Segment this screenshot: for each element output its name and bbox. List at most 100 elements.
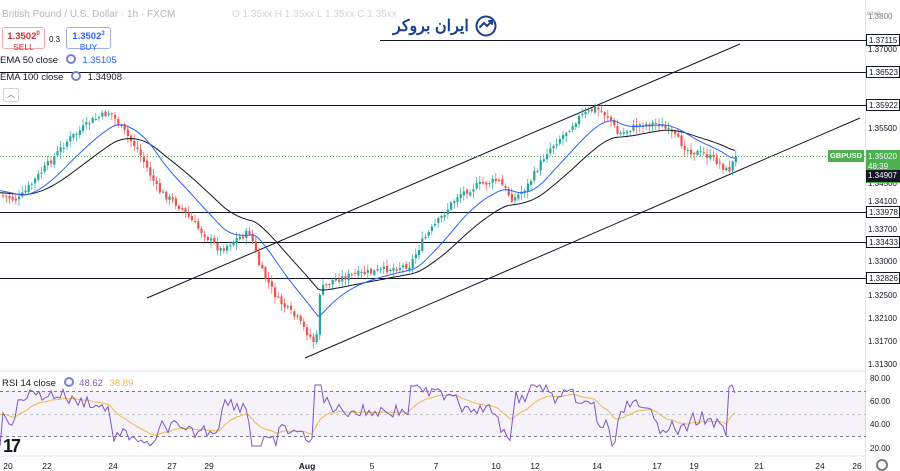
candle-body (283, 303, 286, 308)
candle-body (110, 113, 113, 115)
candle-body (568, 131, 571, 133)
candle-body (440, 215, 443, 219)
time-tick: 19 (689, 461, 699, 471)
candle-body (373, 270, 376, 275)
candle-body (472, 189, 475, 192)
candle-body (728, 167, 731, 172)
candle-body (264, 267, 267, 279)
buy-label: BUY (79, 42, 98, 53)
candle-body (517, 194, 520, 199)
candle-body (315, 333, 318, 343)
candle-body (488, 183, 491, 185)
candle-body (542, 159, 545, 162)
price-tick: 1.31300 (868, 360, 897, 369)
ema50-legend[interactable]: EMA 50 close 1.35105 (0, 54, 117, 66)
candle-body (632, 124, 635, 131)
price-tick-top: 1.3800 (868, 12, 893, 21)
candle-body (98, 117, 101, 119)
ema100-price-tag: 1.34907 (866, 170, 900, 182)
time-tick: 27 (167, 461, 177, 471)
chart-top-icon[interactable]: ▭▭ (867, 10, 881, 17)
price-tick: 1.32500 (868, 291, 897, 300)
candle-body (411, 258, 414, 269)
candle-body (530, 180, 533, 185)
time-tick: 21 (754, 461, 764, 471)
candlesticks (2, 103, 737, 349)
buy-price-pip: 3 (101, 31, 105, 37)
tradingview-logo-icon[interactable]: 17 (3, 436, 21, 456)
brand-logo-text: ایران بروکر (393, 18, 469, 35)
candle-body (309, 334, 312, 337)
sell-price-pip: 0 (36, 31, 40, 37)
candle-body (590, 109, 593, 112)
candle-body (638, 124, 641, 127)
candle-body (43, 165, 46, 172)
candle-body (379, 268, 382, 270)
rsi-legend[interactable]: RSI 14 close 48.62 38.89 (2, 377, 133, 389)
candle-body (290, 305, 293, 310)
candle-body (8, 196, 11, 199)
candle-body (734, 156, 737, 163)
candle-body (242, 236, 245, 239)
candle-body (165, 191, 168, 200)
candle-body (546, 154, 549, 160)
price-tick: 1.34500 (868, 179, 897, 188)
ohlc-values: O 1.35xx H 1.35xx L 1.35xx C 1.35xx (232, 9, 397, 20)
candle-body (200, 228, 203, 234)
candle-body (414, 254, 417, 259)
price-tick: 1.37000 (868, 45, 897, 54)
settings-gear-icon[interactable] (63, 377, 74, 387)
level-price-box: 1.36523 (866, 66, 900, 78)
buy-button[interactable]: 1.35023 BUY (66, 27, 111, 53)
candle-body (184, 208, 187, 213)
candle-body (270, 281, 273, 287)
symbol-title[interactable]: British Pound / U.S. Dollar · 1h · FXCM (2, 9, 176, 20)
collapse-legend-chevron-icon[interactable]: ︿ (3, 88, 19, 102)
candle-body (94, 118, 97, 120)
chart-settings-gear-icon[interactable] (876, 459, 888, 471)
candle-body (683, 145, 686, 150)
level-price-box: 1.33433 (866, 236, 900, 248)
candle-body (267, 278, 270, 283)
candle-body (386, 265, 389, 273)
sell-button[interactable]: 1.35020 SELL (2, 27, 45, 52)
candle-body (219, 248, 222, 251)
candle-body (405, 263, 408, 269)
ema100-legend[interactable]: EMA 100 close 1.34908 (0, 71, 122, 83)
candle-body (382, 266, 385, 269)
candle-body (30, 183, 33, 185)
candle-body (715, 156, 718, 164)
time-tick: 5 (369, 461, 375, 471)
candle-body (731, 161, 734, 171)
candle-body (216, 242, 219, 251)
candle-body (558, 139, 561, 144)
candle-body (459, 194, 462, 199)
level-price-box: 1.32826 (866, 272, 900, 284)
candle-body (197, 221, 200, 229)
candle-body (693, 152, 696, 155)
candle-body (178, 205, 181, 209)
candle-body (72, 134, 75, 138)
rsi-value: 48.62 (79, 378, 103, 389)
settings-gear-icon[interactable] (65, 54, 76, 64)
candle-body (437, 217, 440, 223)
candle-body (398, 268, 401, 271)
candle-body (347, 273, 350, 281)
candle-body (190, 216, 193, 221)
settings-gear-icon[interactable] (71, 71, 82, 81)
candle-body (357, 270, 360, 276)
candle-body (5, 195, 8, 197)
candle-body (667, 128, 670, 130)
candle-body (293, 311, 296, 317)
ema100-line (0, 129, 736, 291)
candle-body (245, 230, 248, 238)
candle-body (78, 130, 81, 135)
candle-body (37, 173, 40, 180)
ema50-value: 1.35105 (82, 55, 117, 66)
candle-body (88, 123, 91, 125)
candle-body (533, 170, 536, 181)
candle-body (286, 306, 289, 308)
candle-body (299, 315, 302, 321)
candle-body (549, 148, 552, 154)
